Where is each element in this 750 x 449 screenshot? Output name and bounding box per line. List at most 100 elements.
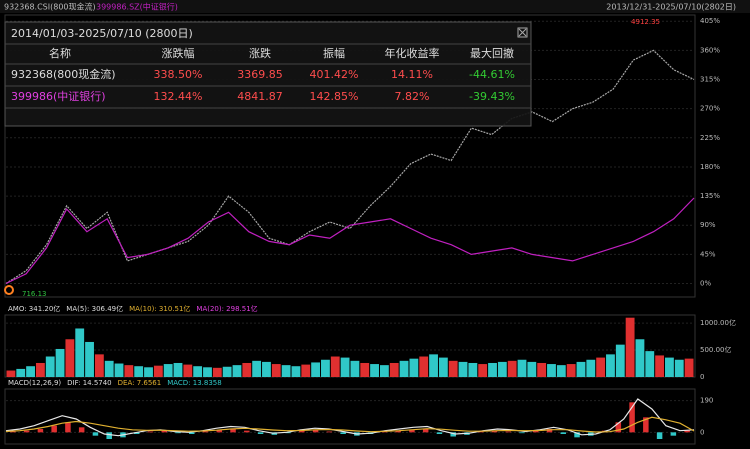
volume-bar bbox=[242, 362, 252, 377]
y-tick-label: 1000.00亿 bbox=[700, 318, 736, 327]
y-tick-label: 225% bbox=[700, 134, 720, 142]
volume-bar bbox=[144, 367, 153, 377]
cell: -44.61% bbox=[469, 68, 515, 81]
volume-bar bbox=[193, 366, 203, 377]
column-header: 涨跌 bbox=[249, 46, 271, 60]
volume-bar bbox=[537, 362, 547, 377]
volume-bar bbox=[556, 365, 566, 377]
volume-bar bbox=[606, 354, 615, 377]
macd-bar bbox=[395, 430, 401, 433]
macd-bar bbox=[37, 429, 44, 433]
macd-bar bbox=[147, 431, 154, 433]
volume-bar bbox=[665, 357, 674, 377]
volume-bar bbox=[419, 356, 429, 377]
volume-bar bbox=[203, 367, 212, 377]
main-frame bbox=[4, 14, 696, 298]
macd-bar bbox=[133, 432, 140, 434]
volume-bar bbox=[321, 359, 330, 377]
macd-bar bbox=[491, 430, 498, 433]
top-bar bbox=[0, 0, 750, 13]
macd-bar bbox=[560, 432, 567, 434]
volume-bar bbox=[596, 357, 606, 377]
volume-bar bbox=[16, 368, 26, 377]
macd-bar bbox=[175, 432, 181, 434]
volume-bar bbox=[340, 357, 350, 377]
volume-bar bbox=[674, 359, 684, 377]
series-line bbox=[5, 197, 695, 285]
macd-bar bbox=[161, 430, 167, 433]
volume-bar bbox=[262, 361, 271, 377]
volume-bar bbox=[35, 362, 45, 377]
volume-bar bbox=[360, 362, 370, 377]
macd-bar bbox=[615, 422, 622, 433]
volume-bar bbox=[488, 362, 497, 377]
macd-bar bbox=[312, 429, 319, 433]
cell: 3369.85 bbox=[237, 68, 283, 81]
macd-bar bbox=[65, 422, 71, 433]
volume-bar bbox=[458, 361, 468, 377]
macd-bar bbox=[505, 431, 511, 433]
volume-bar bbox=[163, 364, 173, 377]
volume-bar bbox=[645, 351, 655, 377]
volume-bar bbox=[625, 317, 635, 377]
macd-bar bbox=[230, 429, 236, 433]
y-tick-label: 90% bbox=[700, 221, 716, 229]
volume-bar bbox=[301, 364, 311, 377]
indicator-label: AMO: 341.20亿 bbox=[8, 304, 60, 313]
panel-title: 2014/01/03-2025/07/10 (2800日) bbox=[11, 27, 193, 40]
macd-bar bbox=[23, 430, 30, 433]
macd-bar bbox=[92, 432, 99, 436]
cell: 399986(中证银行) bbox=[11, 89, 106, 103]
symbol-compare: 399986.SZ(中证银行) bbox=[96, 2, 178, 12]
volume-bar bbox=[55, 348, 65, 377]
macd-bar bbox=[546, 429, 553, 433]
y-tick-label: 180% bbox=[700, 163, 720, 171]
volume-bar bbox=[507, 360, 517, 377]
volume-bar bbox=[124, 365, 134, 377]
volume-bar bbox=[173, 362, 183, 377]
column-header: 名称 bbox=[49, 46, 71, 60]
volume-bar bbox=[104, 360, 114, 377]
indicator-label: DEA: 7.6561 bbox=[118, 379, 162, 387]
indicator-label: DIF: 14.5740 bbox=[67, 379, 111, 387]
macd-bar bbox=[257, 432, 264, 434]
volume-bar bbox=[497, 361, 507, 377]
cell: -39.43% bbox=[469, 90, 515, 103]
volume-bar bbox=[547, 364, 556, 377]
volume-bar bbox=[45, 356, 55, 377]
volume-bar bbox=[527, 361, 537, 377]
cell: 4841.87 bbox=[237, 90, 283, 103]
close-x bbox=[518, 28, 527, 37]
macd-bar bbox=[656, 432, 663, 439]
volume-bar bbox=[615, 344, 625, 377]
volume-bar bbox=[379, 365, 389, 377]
volume-bar bbox=[468, 362, 478, 377]
series-line bbox=[5, 416, 695, 433]
column-header: 年化收益率 bbox=[385, 46, 440, 60]
column-header: 涨跌幅 bbox=[162, 46, 195, 60]
cell: 401.42% bbox=[310, 68, 359, 81]
y-tick-label: 0 bbox=[700, 373, 704, 381]
macd-bar bbox=[477, 431, 484, 433]
indicator-label: MA(5): 306.49亿 bbox=[66, 304, 123, 313]
macd-bar bbox=[216, 429, 223, 433]
y-tick-label: 190 bbox=[700, 397, 713, 405]
volume-bar bbox=[212, 367, 222, 377]
y-tick-label: 270% bbox=[700, 105, 720, 113]
close-button[interactable] bbox=[517, 27, 528, 38]
volume-bar bbox=[566, 364, 576, 377]
volume-bar bbox=[389, 362, 399, 377]
volume-bar bbox=[75, 328, 85, 377]
volume-bar bbox=[252, 360, 262, 377]
macd-bar bbox=[78, 427, 85, 433]
volume-bar bbox=[478, 364, 488, 377]
volume-bar bbox=[350, 360, 360, 377]
cell: 132.44% bbox=[154, 90, 203, 103]
indicator-label: MA(20): 298.51亿 bbox=[196, 304, 257, 313]
macd-bar bbox=[51, 425, 57, 433]
y-tick-label: 45% bbox=[700, 250, 716, 258]
volume-bar bbox=[409, 358, 419, 377]
macd-bar bbox=[684, 430, 690, 433]
date-range[interactable]: 2013/12/31-2025/07/10(2802日) bbox=[606, 3, 736, 12]
